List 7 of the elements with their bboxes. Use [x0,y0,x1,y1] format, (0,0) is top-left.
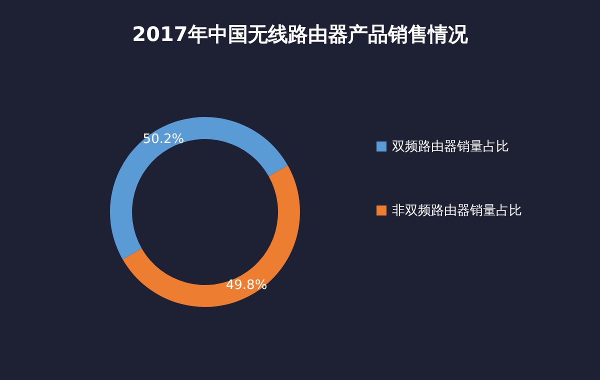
donut-slice [122,166,300,307]
data-label: 50.2% [142,132,184,147]
donut-slice [110,117,288,260]
legend-label: 双频路由器销量占比 [392,140,509,154]
data-label: 49.8% [226,278,268,294]
chart-title: 2017年中国无线路由器产品销售情况 [132,22,469,46]
legend-label: 非双频路由器销量占比 [392,204,522,218]
